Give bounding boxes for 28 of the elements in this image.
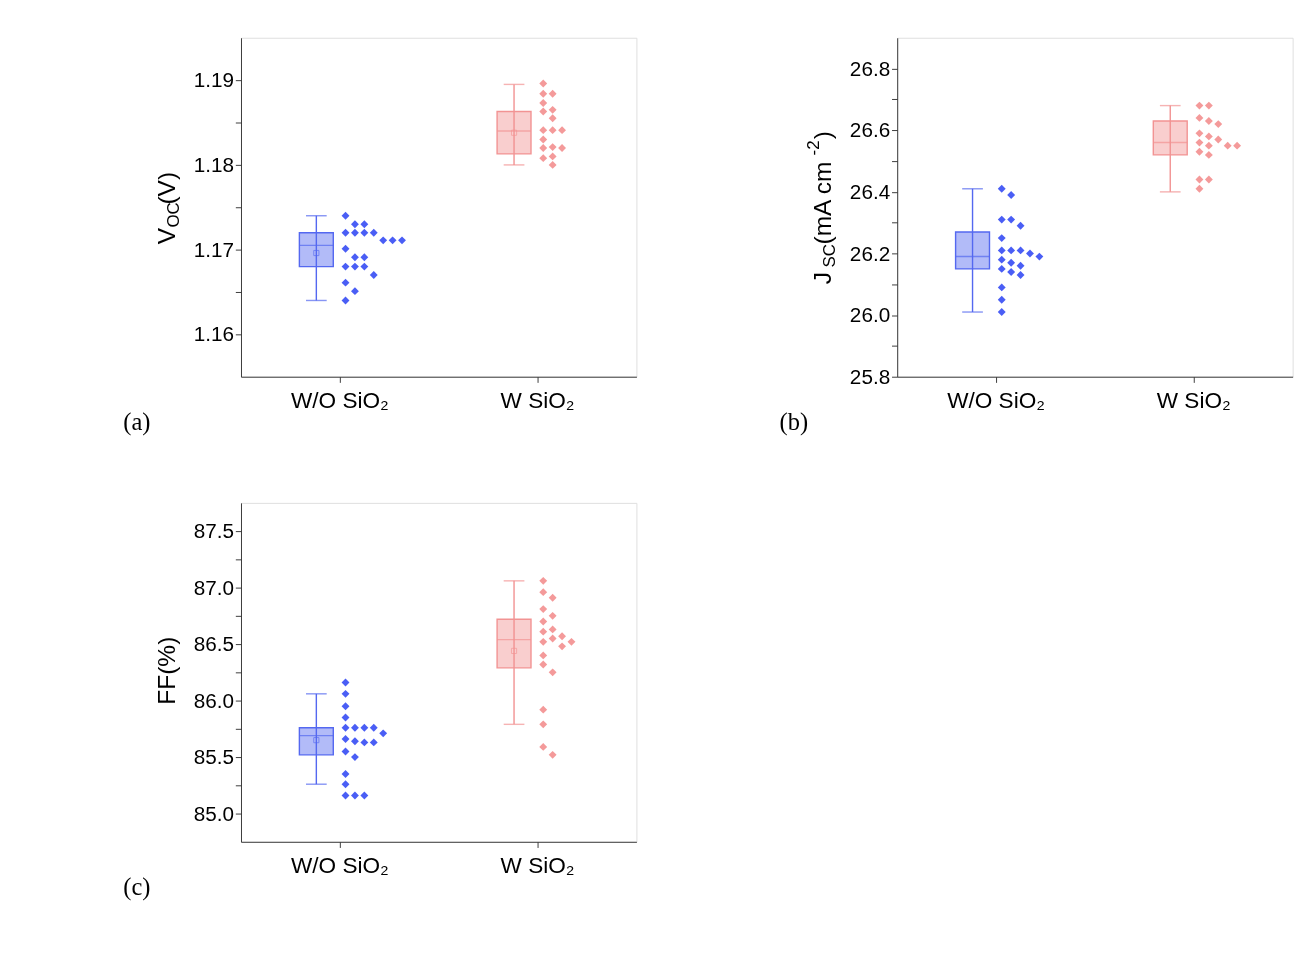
y-tick-label: 26.2 [849,241,891,265]
x-tick-label: W SiO₂ [1156,388,1231,414]
y-axis-title: FF(%) [153,636,181,705]
y-tick-label: 85.5 [193,745,234,769]
y-tick-label: 26.6 [849,118,891,142]
y-tick-label: 1.19 [193,68,234,92]
y-tick-label: 87.0 [193,575,234,599]
x-tick-label: W SiO₂ [500,388,575,414]
x-tick-label: W SiO₂ [500,853,575,879]
y-tick-label: 26.8 [849,56,891,80]
y-axis-title: JSC(mA cm-2) [804,130,840,285]
x-tick-label: W/O SiO₂ [290,388,389,414]
text: (c) [123,873,151,902]
x-tick-label: W/O SiO₂ [290,853,389,879]
y-tick-label: 85.0 [193,801,234,825]
text: (a) [123,408,151,437]
y-tick-label: 25.8 [849,364,891,388]
text: (b) [779,408,809,437]
x-tick-label: W/O SiO₂ [947,388,1045,414]
y-tick-label: 86.5 [193,632,234,656]
y-tick-label: 26.4 [849,179,891,203]
y-tick-label: 1.17 [193,237,234,261]
y-tick-label: 26.0 [849,303,891,327]
y-tick-label: 86.0 [193,688,234,712]
y-tick-label: 1.16 [193,322,234,346]
y-axis-title: VOC(V) [153,171,183,245]
y-tick-label: 87.5 [193,519,234,543]
y-tick-label: 1.18 [193,152,234,176]
